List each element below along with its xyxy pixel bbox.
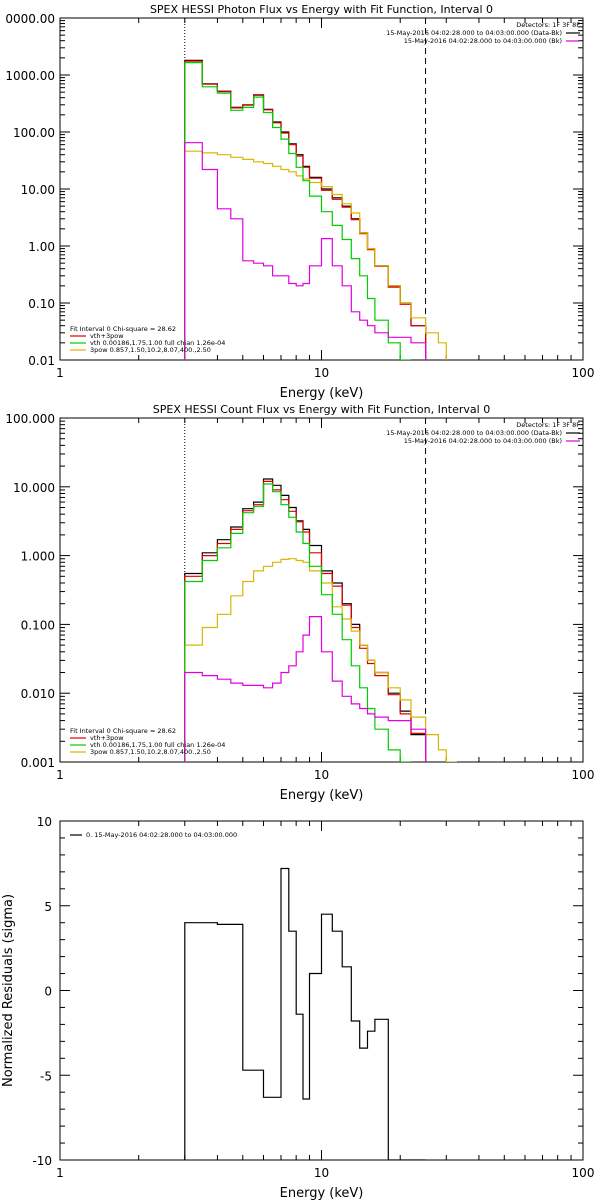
x-tick-label: 100 xyxy=(572,1166,595,1180)
series-line xyxy=(184,142,427,360)
legend-label: 3pow 0.857,1.50,10.2,8.07,400.,2.50 xyxy=(90,346,211,354)
series-line xyxy=(184,62,411,360)
chart-title: SPEX HESSI Count Flux vs Energy with Fit… xyxy=(153,403,490,416)
series-line xyxy=(184,60,427,360)
y-tick-label: 5 xyxy=(44,900,52,914)
y-tick-label: -10 xyxy=(32,1154,52,1168)
y-tick-label: 10.00 xyxy=(21,183,55,197)
plot-frame xyxy=(59,820,584,1161)
legend-label: vth 0.00186,1.75,1.00 full chian 1.26e-0… xyxy=(90,339,225,347)
y-tick-label: 1.000 xyxy=(21,550,55,564)
x-axis-label: Energy (keV) xyxy=(280,1186,364,1200)
series-line xyxy=(184,478,427,762)
x-tick-label: 10 xyxy=(314,366,329,380)
y-tick-label: 0.01 xyxy=(28,354,55,368)
fit-legend-header: Fit Interval 0 Chi-square = 28.62 xyxy=(70,325,176,333)
series-line xyxy=(184,480,427,762)
x-tick-label: 1 xyxy=(56,768,64,782)
y-tick-label: 10.000 xyxy=(13,481,55,495)
y-tick-label: 100.000 xyxy=(5,412,55,426)
y-tick-label: 0.001 xyxy=(21,756,55,770)
x-axis-label: Energy (keV) xyxy=(280,386,364,401)
x-tick-label: 100 xyxy=(572,366,595,380)
x-axis-label: Energy (keV) xyxy=(280,788,364,803)
legend-label: 15-May-2016 04:02:28.000 to 04:03:00.000… xyxy=(404,437,562,445)
y-tick-label: 1000.00 xyxy=(5,69,55,83)
series-line xyxy=(184,483,411,762)
y-tick-label: 0 xyxy=(44,985,52,999)
x-tick-label: 1 xyxy=(56,1166,64,1180)
legend-label: vth 0.00186,1.75,1.00 full chian 1.26e-0… xyxy=(90,741,225,749)
y-tick-label: -5 xyxy=(40,1069,52,1083)
legend-label: 3pow 0.857,1.50,10.2,8.07,400.,2.50 xyxy=(90,748,211,756)
series-line xyxy=(184,867,426,1160)
y-tick-label: 10 xyxy=(37,815,52,829)
legend-header: Detectors: 1F 3F 8F xyxy=(516,421,580,429)
y-tick-label: 100.00 xyxy=(13,126,55,140)
y-tick-label: 0000.00 xyxy=(5,12,55,26)
series-line xyxy=(184,59,427,360)
x-tick-label: 1 xyxy=(56,366,64,380)
y-tick-label: 1.00 xyxy=(28,240,55,254)
chart-title: SPEX HESSI Photon Flux vs Energy with Fi… xyxy=(150,3,493,16)
x-tick-label: 100 xyxy=(572,768,595,782)
series-line xyxy=(184,150,447,360)
legend-label: vth+3pow xyxy=(90,734,124,742)
y-tick-label: 0.10 xyxy=(28,297,55,311)
y-tick-label: 0.100 xyxy=(21,618,55,632)
legend-label: 15-May-2016 04:02:28.000 to 04:03:00.000… xyxy=(404,37,562,45)
legend-label: vth+3pow xyxy=(90,332,124,340)
x-tick-label: 10 xyxy=(314,768,329,782)
x-tick-label: 10 xyxy=(314,1166,329,1180)
y-tick-label: 0.010 xyxy=(21,687,55,701)
legend-label: 15-May-2016 04:02:28.000 to 04:03:00.000… xyxy=(386,429,562,437)
series-line xyxy=(184,616,427,762)
y-axis-label: Normalized Residuals (sigma) xyxy=(1,894,16,1087)
legend-header: Detectors: 1F 3F 8F xyxy=(516,21,580,29)
legend-label: 0. 15-May-2016 04:02:28.000 to 04:03:00.… xyxy=(86,831,237,839)
fit-legend-header: Fit Interval 0 Chi-square = 28.62 xyxy=(70,727,176,735)
legend-label: 15-May-2016 04:02:28.000 to 04:03:00.000… xyxy=(386,29,562,37)
